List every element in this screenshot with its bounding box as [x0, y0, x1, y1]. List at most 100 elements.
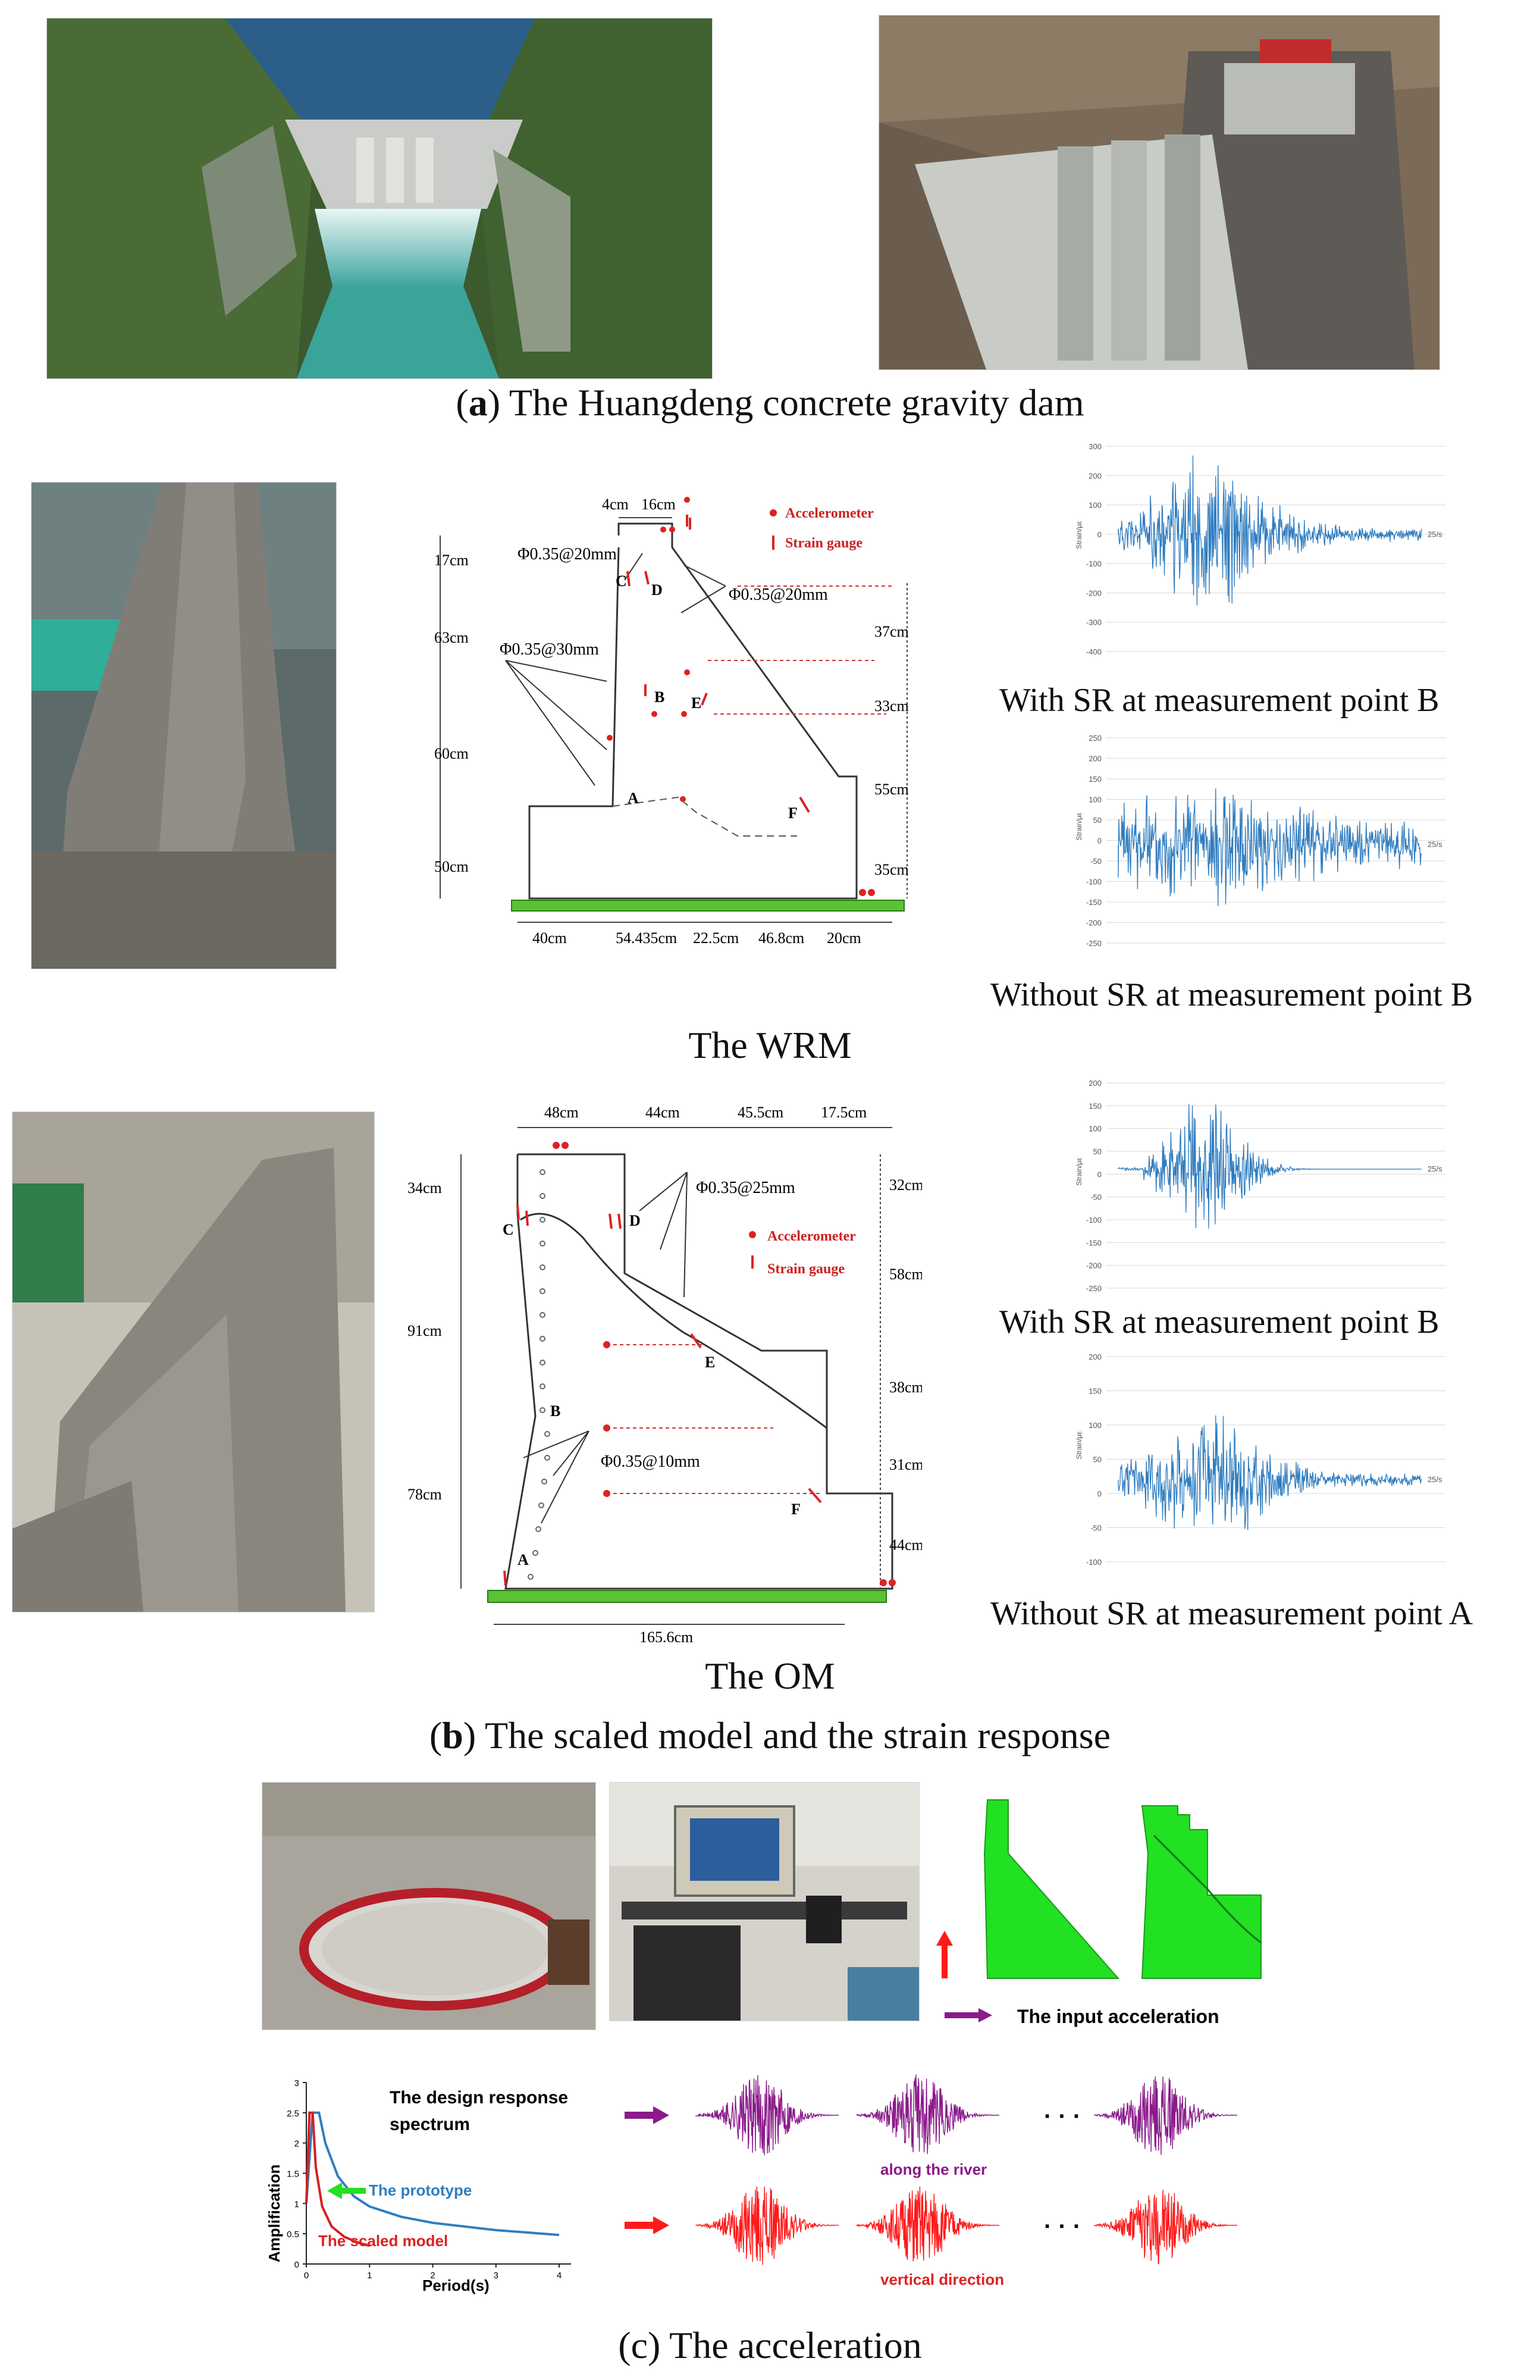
scaled-model-label: The scaled model: [318, 2232, 448, 2250]
y-tick-label: -400: [1086, 647, 1102, 656]
x-tick-label: 1: [367, 2271, 372, 2281]
input-acceleration-diagram: The input acceleration: [936, 1799, 1262, 2027]
wrm-dim-bottom: 46.8cm: [758, 929, 804, 947]
om-dim-top: 48cm: [544, 1104, 579, 1121]
vertical-waveforms: [695, 2186, 1237, 2265]
y-tick-label: -200: [1086, 588, 1102, 597]
y-axis-label: Strain/με: [1075, 521, 1083, 549]
vertical-direction-label: vertical direction: [880, 2271, 1004, 2288]
y-tick-label: 200: [1089, 754, 1102, 763]
y-tick-label: 100: [1089, 1421, 1102, 1430]
om-strain-plot-without-sr: 200 150 100 50 0 -50 -100 Strain/με 25/s: [1075, 1352, 1445, 1567]
y-tick-label: 0: [1097, 530, 1102, 539]
y-tick-label: 200: [1089, 471, 1102, 480]
time-end-label: 25/s: [1428, 840, 1442, 848]
wrm-base-plate: [511, 900, 905, 912]
om-dim-top: 44cm: [645, 1104, 680, 1121]
wrm-point-a: A: [628, 790, 639, 807]
om-dim-right: 32cm: [889, 1176, 922, 1194]
om-legend-strain: Strain gauge: [767, 1261, 845, 1277]
caption-a: (a) The Huangdeng concrete gravity dam: [456, 381, 1084, 424]
y-tick-label: 200: [1089, 1352, 1102, 1361]
om-model-photo: [12, 1111, 375, 1612]
om-dim-right: 58cm: [889, 1266, 922, 1283]
x-tick-label: 2: [430, 2271, 435, 2281]
y-tick-label: -300: [1086, 618, 1102, 627]
x-tick-label: 0: [304, 2271, 309, 2281]
y-tick-label: 100: [1089, 501, 1102, 510]
y-tick-label: -50: [1090, 1193, 1102, 1202]
y-axis-label: Strain/με: [1075, 812, 1083, 841]
wrm-dam-outline: [528, 522, 858, 900]
om-title: The OM: [705, 1655, 835, 1697]
wrm-dim-left: 60cm: [434, 745, 469, 762]
waveform-trace: [695, 2186, 839, 2265]
om-dim-top: 45.5cm: [738, 1104, 783, 1121]
y-tick-label: 0.5: [287, 2229, 299, 2240]
y-tick-label: 1.5: [287, 2169, 299, 2179]
om-dim-right: 44cm: [889, 1536, 922, 1554]
om-base-plate: [487, 1590, 887, 1603]
dots-purple: · · ·: [1044, 2103, 1081, 2130]
wrm-model-photo: [31, 482, 337, 969]
waveform-trace: [1094, 2076, 1237, 2155]
wrm-rebar-label-3: Φ0.35@30mm: [500, 640, 599, 659]
waveform-trace: [856, 2186, 999, 2262]
waveform-trace: [856, 2074, 999, 2154]
y-tick-label: 0: [1097, 1170, 1102, 1179]
wrm-point-e: E: [691, 694, 701, 712]
spectrum-series-1: [305, 2111, 370, 2247]
y-tick-label: 0: [1097, 1489, 1102, 1498]
y-tick-label: -150: [1086, 898, 1102, 907]
wrm-dim-bottom: 22.5cm: [693, 929, 739, 947]
y-tick-label: 300: [1089, 442, 1102, 451]
y-tick-label: 0: [294, 2260, 299, 2270]
y-tick-label: 2: [294, 2139, 299, 2149]
wrm-dim-left: 63cm: [434, 629, 469, 646]
prototype-label: The prototype: [369, 2181, 472, 2199]
y-tick-label: 50: [1093, 1147, 1102, 1156]
om-dim-top: 17.5cm: [821, 1104, 867, 1121]
om-dim-right: 38cm: [889, 1379, 922, 1396]
y-tick-label: -200: [1086, 919, 1102, 928]
om-cut-line: [520, 1213, 827, 1429]
time-end-label: 25/s: [1428, 1475, 1442, 1484]
y-axis-label: Amplification: [265, 2165, 283, 2263]
strain-series-line: [1118, 1415, 1422, 1530]
spectrum-series-0: [305, 2111, 560, 2237]
along-river-waveforms: [695, 2074, 1237, 2156]
om-dim-right: 31cm: [889, 1456, 922, 1473]
dots-red: · · ·: [1044, 2213, 1081, 2240]
om-dim-left: 34cm: [407, 1179, 442, 1197]
wrm-legend-strain: Strain gauge: [785, 536, 862, 551]
wrm-plot2-label: Without SR at measurement point B: [990, 976, 1473, 1013]
strain-series-line: [1118, 1104, 1422, 1229]
dam-aerial-photo: [879, 15, 1440, 370]
y-tick-label: -250: [1086, 1284, 1102, 1293]
y-tick-label: 250: [1089, 734, 1102, 743]
om-dam-outline-main: [504, 1153, 893, 1590]
wrm-point-b: B: [654, 688, 664, 706]
om-point-f: F: [791, 1501, 801, 1518]
along-river-label: along the river: [880, 2160, 987, 2178]
om-point-c: C: [503, 1221, 514, 1238]
x-tick-label: 4: [557, 2271, 562, 2281]
om-legend-accelerometer: Accelerometer: [767, 1229, 856, 1244]
wrm-dim-left: 17cm: [434, 552, 469, 569]
y-tick-label: -250: [1086, 939, 1102, 948]
wrm-point-f: F: [788, 804, 798, 822]
om-dam-outline: [404, 1095, 512, 1154]
y-tick-label: 150: [1089, 775, 1102, 784]
y-tick-label: 1: [294, 2199, 299, 2209]
y-tick-label: -100: [1086, 1558, 1102, 1567]
wrm-dim-top: 4cm: [602, 496, 629, 513]
y-tick-label: -200: [1086, 1261, 1102, 1270]
strain-series-line: [1118, 788, 1422, 906]
y-tick-label: 100: [1089, 1125, 1102, 1133]
spectrum-title-line2: spectrum: [390, 2115, 470, 2134]
strain-series-line: [1118, 455, 1422, 606]
om-plot1-label: With SR at measurement point B: [999, 1304, 1439, 1341]
wrm-dim-top: 16cm: [641, 496, 676, 513]
om-rebar-label-1: Φ0.35@25mm: [696, 1179, 795, 1197]
scaled-dam-shape: [1141, 1805, 1262, 1979]
